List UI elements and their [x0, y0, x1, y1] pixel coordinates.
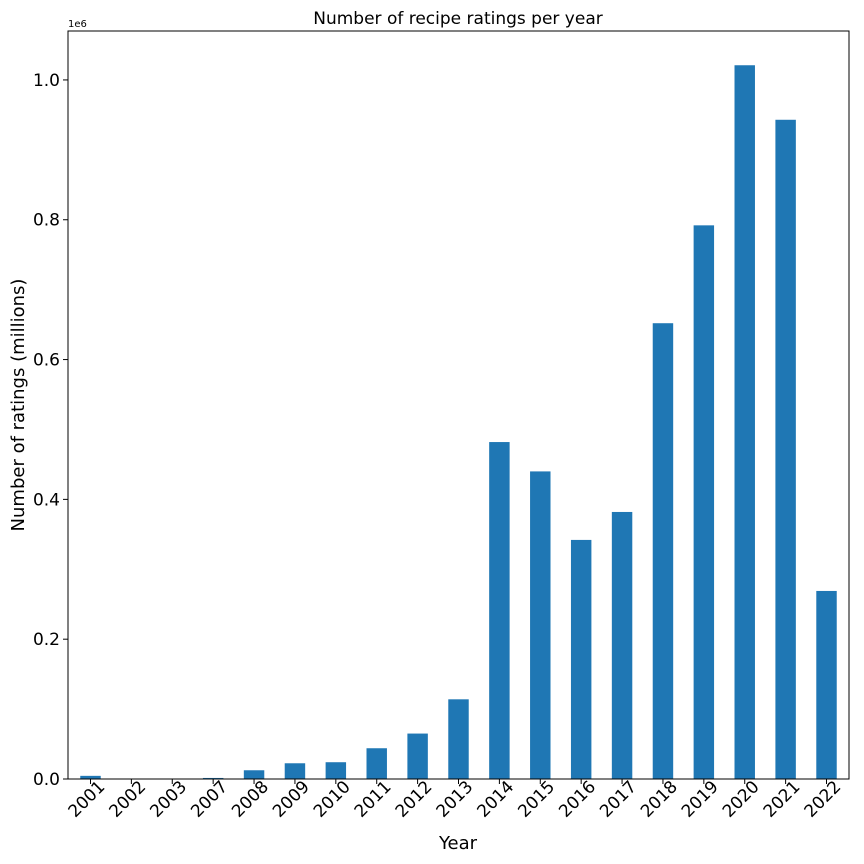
y-tick-label: 0.0 [33, 770, 60, 790]
bar-2019 [693, 225, 715, 780]
x-tick-label: 2008 [228, 777, 273, 822]
bar-2007 [202, 777, 224, 779]
bar-2012 [407, 733, 428, 779]
bar-2010 [325, 762, 347, 779]
y-tick-label: 0.8 [33, 211, 60, 231]
x-axis-label: Year [438, 833, 478, 854]
x-tick-label: 2020 [719, 777, 764, 822]
x-tick-label: 2007 [187, 777, 232, 822]
bar-2001 [80, 775, 101, 779]
bar-2014 [489, 442, 510, 779]
bars-group [80, 65, 837, 780]
bar-2013 [448, 699, 469, 779]
x-tick-label: 2019 [678, 777, 723, 822]
bar-2020 [734, 65, 755, 779]
x-tick-label: 2011 [351, 777, 396, 822]
y-tick-label: 0.6 [33, 351, 60, 371]
bar-2018 [652, 323, 674, 779]
x-tick-label: 2001 [65, 777, 110, 822]
bar-2022 [816, 590, 837, 779]
x-tick-label: 2013 [433, 777, 478, 822]
x-tick-label: 2018 [637, 777, 682, 822]
bar-2009 [284, 763, 306, 779]
x-tick-label: 2016 [555, 777, 600, 822]
x-tick-label: 2003 [146, 777, 191, 822]
y-tick-label: 0.2 [33, 630, 60, 650]
y-axis-offset-text: 1e6 [68, 19, 87, 30]
x-tick-label: 2015 [514, 777, 559, 822]
bar-2017 [611, 511, 633, 779]
y-tick-label: 1.0 [33, 71, 60, 91]
x-tick-label: 2017 [596, 777, 641, 822]
x-tick-label: 2010 [310, 777, 355, 822]
x-tick-label: 2014 [473, 777, 518, 822]
y-tick-label: 0.4 [33, 490, 60, 510]
bar-2015 [530, 471, 551, 779]
x-tick-label: 2009 [269, 777, 314, 822]
bar-2011 [366, 748, 387, 779]
y-axis-label: Number of ratings (millions) [8, 279, 29, 532]
bar-2008 [243, 770, 265, 779]
bar-2021 [775, 119, 796, 779]
plot-frame [67, 30, 850, 780]
y-ticks-group: 0.0 0.2 0.4 0.6 0.8 1.0 [33, 71, 68, 790]
x-ticks-group: 2001200220032007200820092010201120122013… [65, 777, 846, 822]
x-tick-label: 2021 [760, 777, 805, 822]
x-tick-label: 2022 [801, 777, 846, 822]
x-tick-label: 2002 [105, 777, 150, 822]
chart-title: Number of recipe ratings per year [313, 9, 602, 29]
x-tick-label: 2012 [392, 777, 437, 822]
bar-2016 [570, 539, 592, 779]
